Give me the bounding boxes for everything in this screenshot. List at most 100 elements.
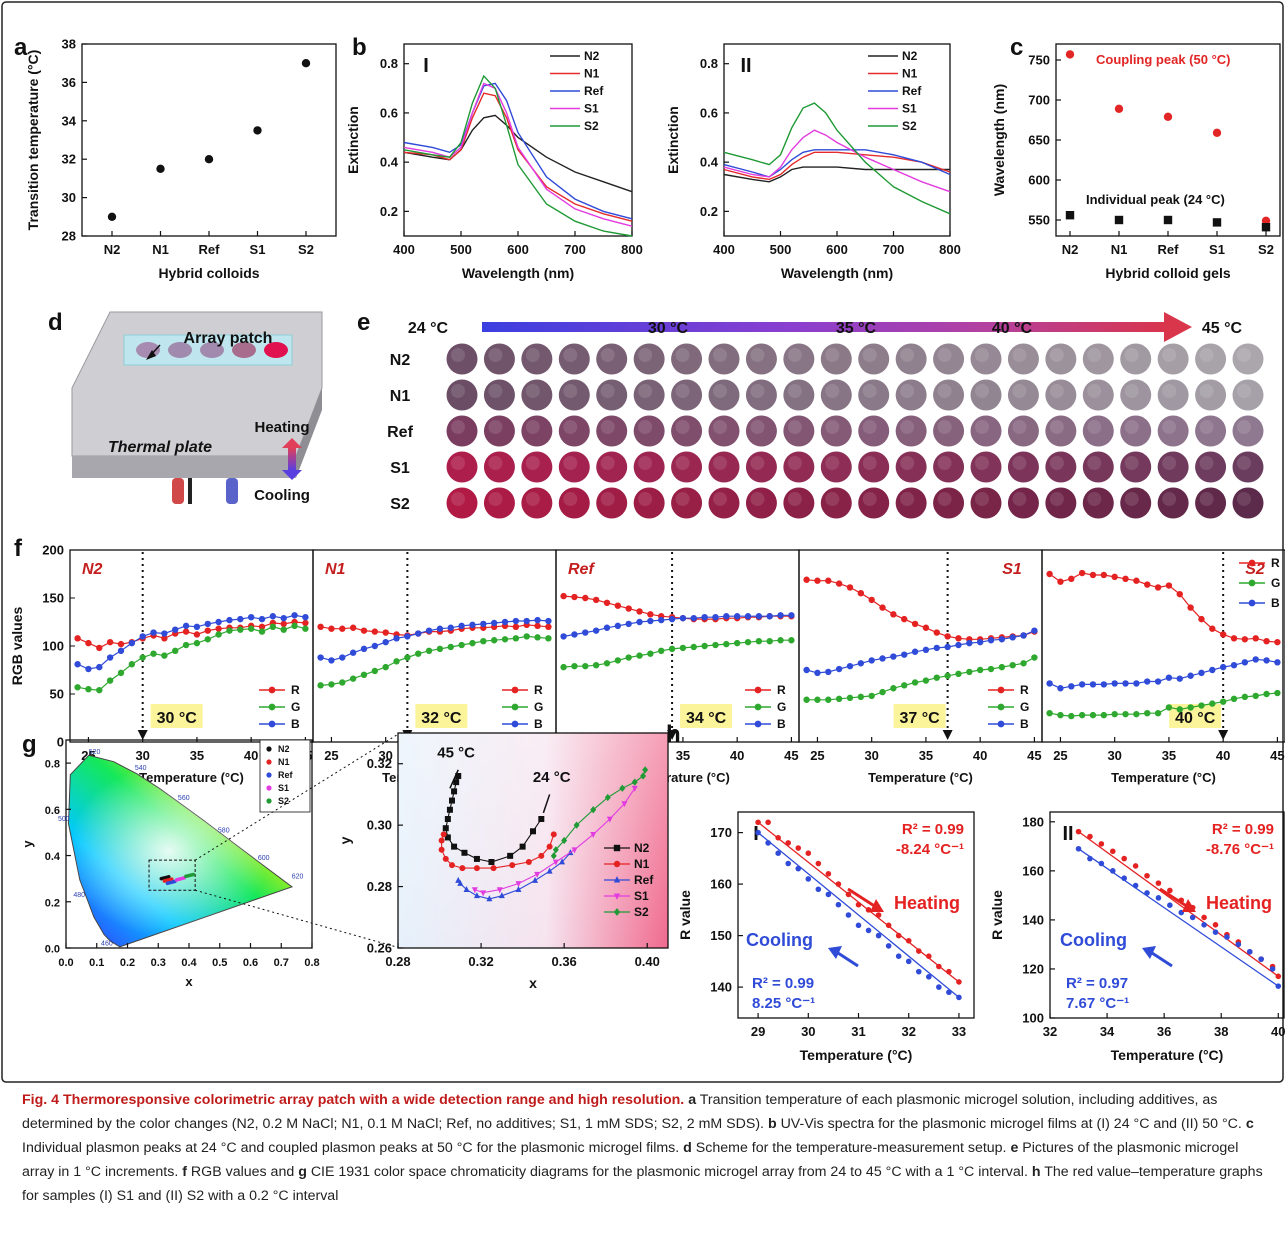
g2-point [449,862,455,869]
f-point-B [944,643,951,651]
a-ytick-label: 32 [62,152,76,167]
h2-point [1144,872,1150,879]
c-xtick-label: Ref [1158,242,1180,257]
well-highlight [525,456,540,470]
b1-legend-label: Ref [584,84,604,98]
g2-point [457,879,464,886]
g1-xtick-label: 0.0 [58,957,73,969]
f-point-B [106,654,114,661]
a-xlabel: Hybrid colloids [158,265,259,281]
g2-point [509,862,516,869]
figure-caption: Fig. 4 Thermoresponsive colorimetric arr… [22,1088,1270,1208]
f-point-B [933,644,940,652]
g1-xtick-label: 0.2 [120,957,135,969]
f-sample-label-Ref: Ref [568,561,595,578]
f-point-G [128,661,136,668]
g2-point [550,831,557,838]
h2-point [1167,887,1173,894]
f-point-B [139,633,146,640]
f-point-B [879,655,886,662]
f-point-G [534,634,541,641]
f-point-G [193,639,201,647]
h1-ytick-label: 170 [710,825,732,840]
f-ytick-label: 50 [50,687,64,702]
well-highlight [563,348,578,362]
f-ytick-label: 200 [42,543,64,558]
array-well [708,487,740,519]
f-point-G [879,688,886,696]
h1-slope-heating: -8.24 °C⁻¹ [896,841,964,858]
well-highlight [1087,348,1102,362]
f-point-B [128,639,136,647]
f-point-B [901,651,908,658]
f-transition-label-N1: 32 °C [421,710,462,727]
f-xtick-label: 40 [730,748,744,763]
f-point-B [193,623,201,630]
f-point-B [1187,672,1194,679]
h2-point [1109,868,1116,874]
f-point-G [1241,693,1249,701]
f-point-G [668,645,676,653]
g2-point [442,855,449,862]
array-well [1082,415,1114,447]
g-zoom-connector-top [194,732,401,861]
well-highlight [525,384,540,398]
f-point-R [1263,638,1270,645]
temp-label: 35 °C [836,320,877,337]
f-point-B [161,630,168,637]
g2-point [449,797,455,804]
cooling-label: Cooling [254,487,310,504]
a-xtick-label: S1 [250,242,266,257]
f-xlabel-S2: Temperature (°C) [1111,770,1216,785]
f-point-B [339,654,346,661]
array-well [633,343,665,375]
f-point-R [560,592,567,600]
f-point-G [814,696,821,703]
heating-label: Heating [254,419,309,436]
g1-wavelength-label: 480 [73,892,85,899]
f-point-G [976,666,984,674]
h1-point [805,850,812,856]
f-point-R [280,620,287,628]
g2-point [473,892,480,899]
f-point-B [571,631,578,638]
f-xtick-label: 30 [1107,748,1121,763]
f-line-S2-R [1049,572,1278,643]
f-point-R [182,628,190,635]
f-point-B [825,668,832,676]
h1-point [865,927,872,934]
well-highlight [1237,348,1251,362]
f-point-G [139,654,146,661]
g2-arrow-24C [542,794,551,814]
b2-xtick-label: 600 [826,242,848,257]
well-highlight [1124,384,1139,398]
f-point-R [1241,636,1249,643]
f-point-B [603,624,611,631]
f-point-G [1209,700,1216,707]
f-point-R [571,593,578,601]
array-well [895,343,927,375]
f-transition-highlight [680,704,733,728]
f-point-G [436,645,444,653]
well-highlight [1124,348,1139,362]
f-point-B [777,612,784,619]
f-point-R [1068,575,1075,582]
well-highlight [488,384,503,398]
array-well [1007,379,1039,411]
f-point-B [226,616,233,624]
g1-wavelength-label: 600 [258,855,270,862]
f-point-G [458,641,465,649]
g2-legend-label: N2 [634,841,650,855]
well-highlight [1199,384,1214,398]
panel-letter-g: g [22,731,37,758]
h2-point [1235,941,1242,948]
a-ytick-label: 34 [62,113,77,128]
caption-letter-g: g [298,1164,307,1180]
thermal-plate-label: Thermal plate [108,439,212,456]
panel-letter-a: a [14,34,28,61]
f-point-R [1165,582,1173,589]
g2-point [590,831,597,838]
well-highlight [713,492,727,506]
panel-letter-f: f [14,535,23,562]
array-well [970,451,1002,483]
